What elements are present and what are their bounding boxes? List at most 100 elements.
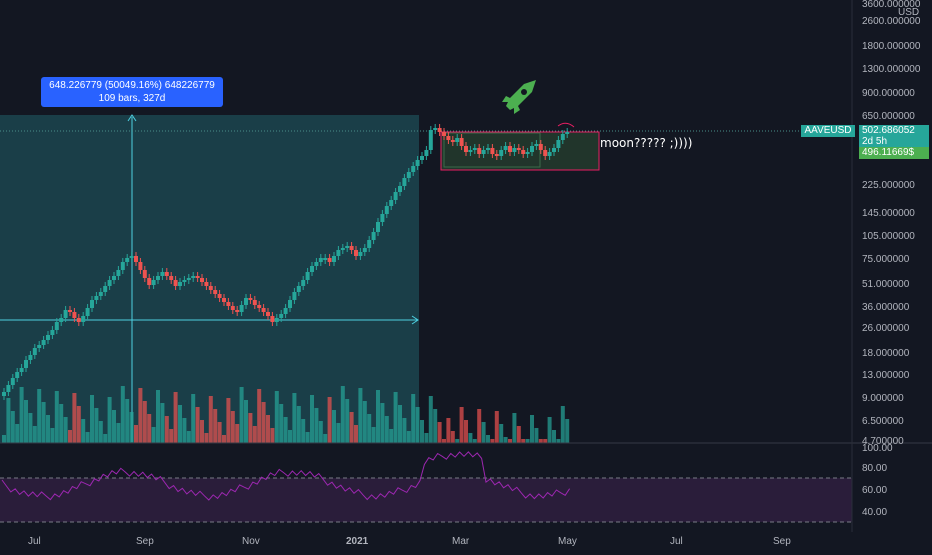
volume-bar [380, 403, 385, 443]
candle-body [380, 214, 385, 222]
volume-bar [327, 397, 332, 443]
volume-bar [103, 434, 108, 443]
candle-body [76, 318, 81, 322]
candle-body [508, 146, 512, 152]
candle-body [503, 146, 508, 150]
volume-bar [248, 413, 253, 443]
range-rectangle[interactable] [440, 131, 600, 171]
volume-bar [468, 433, 473, 443]
rsi-axis[interactable]: 100.00 80.00 60.00 40.00 [862, 443, 893, 518]
candle-body [244, 298, 248, 305]
volume-bar [424, 433, 429, 443]
candle-body [164, 272, 169, 276]
volume-bar [472, 439, 477, 443]
measure-line2: 109 bars, 327d [98, 93, 166, 104]
time-axis-label: Jul [670, 536, 683, 547]
volume-bar [332, 410, 336, 443]
candle-body [230, 306, 235, 310]
volume-bar [415, 407, 420, 443]
candle-body [37, 345, 42, 348]
candle-body [217, 294, 222, 298]
currency-label: USD [898, 7, 920, 18]
volume-bar [503, 437, 508, 443]
rocket-icon [502, 80, 536, 114]
price-axis[interactable]: 3600.000000 2600.000000 1800.000000 1300.00… [862, 0, 921, 447]
volume-bar [54, 391, 59, 443]
candle-body [15, 372, 20, 378]
volume-bar [266, 415, 270, 443]
volume-bar [90, 395, 94, 443]
volume-bar [477, 409, 482, 443]
candle-body [125, 258, 130, 262]
candle-body [213, 290, 218, 294]
volume-bar [556, 439, 561, 443]
candle-body [178, 282, 182, 286]
arc-annotation [557, 122, 575, 128]
volume-bar [142, 401, 147, 443]
volume-bar [538, 439, 543, 443]
volume-bar [411, 394, 416, 443]
time-axis-label: Nov [242, 536, 260, 547]
price-axis-label: 3600.000000 [862, 0, 921, 10]
volume-bar [371, 427, 376, 443]
candle-body [424, 150, 429, 156]
candle-body [200, 278, 204, 282]
volume-bar [318, 421, 323, 443]
measure-tooltip: 648.226779 (50049.16%) 648226779 109 bar… [41, 77, 223, 107]
time-axis[interactable]: Jul Sep Nov 2021 Mar May Jul Sep [28, 536, 791, 547]
volume-bar [547, 417, 552, 443]
volume-bar [270, 428, 275, 443]
candle-body [138, 262, 143, 270]
volume-bar [81, 419, 86, 443]
volume-bar [10, 411, 15, 443]
volume-bar [24, 400, 28, 443]
candle-body [358, 252, 363, 256]
candle-body [481, 150, 486, 154]
measure-arrow-head-up [127, 114, 137, 122]
measure-arrow-head-right [411, 315, 419, 325]
candle-body [367, 240, 372, 248]
volume-bar [288, 430, 292, 443]
price-axis-label: 75.000000 [862, 254, 910, 265]
volume-bar [336, 423, 341, 443]
candle-body [151, 280, 156, 285]
volume-bar [156, 390, 160, 443]
candle-body [169, 276, 174, 280]
volume-bar [28, 413, 33, 443]
candle-body [68, 310, 72, 312]
volume-bar [182, 418, 187, 443]
volume-bar [340, 386, 345, 443]
candle-body [94, 296, 99, 300]
candle-body [543, 150, 548, 156]
candle-body [464, 146, 468, 152]
time-axis-label: 2021 [346, 536, 369, 547]
volume-bar [402, 418, 407, 443]
candle-body [6, 385, 11, 392]
candle-body [565, 132, 570, 134]
candle-body [50, 330, 55, 335]
volume-bar [261, 402, 266, 443]
candle-body [283, 308, 288, 314]
candle-body [72, 312, 77, 318]
candle-body [521, 150, 526, 154]
volume-bar [349, 412, 354, 443]
candle-body [222, 298, 226, 302]
volume-bar [195, 407, 200, 443]
volume-bar [552, 430, 556, 443]
price-axis-label: 2600.000000 [862, 16, 921, 27]
volume-bar [226, 398, 231, 443]
candle-body [41, 340, 46, 345]
candle-body [226, 302, 231, 306]
volume-bar [50, 428, 55, 443]
volume-bar [169, 429, 174, 443]
candle-body [327, 258, 332, 262]
volume-bar [217, 422, 222, 443]
last-price-tag: 502.686052 [859, 125, 929, 137]
volume-bar [345, 399, 350, 443]
volume-bar [279, 404, 284, 443]
candle-body [10, 378, 15, 385]
volume-bar [63, 417, 68, 443]
note-text[interactable]: moon????? ;)))) [600, 136, 693, 150]
